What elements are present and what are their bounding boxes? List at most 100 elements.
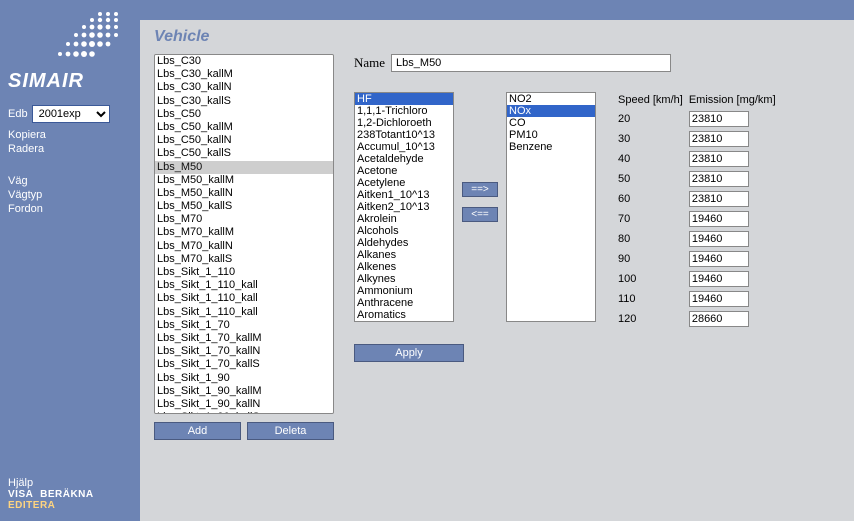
list-item[interactable]: Lbs_Sikt_1_70_kallN (155, 345, 333, 358)
list-item[interactable]: Lbs_C50_kallN (155, 134, 333, 147)
selected-compounds-list[interactable]: NO2NOxCOPM10Benzene (506, 92, 596, 322)
nav-berakna[interactable]: BERÄKNA (40, 489, 94, 500)
list-item[interactable]: Alkenes (355, 261, 453, 273)
link-kopiera[interactable]: Kopiera (8, 129, 132, 141)
link-vagtyp[interactable]: Vägtyp (8, 189, 132, 201)
list-item[interactable]: Lbs_Sikt_1_110 (155, 266, 333, 279)
move-right-button[interactable]: ==> (462, 182, 498, 197)
list-item[interactable]: Lbs_Sikt_1_70 (155, 319, 333, 332)
list-item[interactable]: PM10 (507, 129, 595, 141)
table-row: 60 (618, 190, 780, 208)
list-item[interactable]: Lbs_M70_kallM (155, 226, 333, 239)
emission-input[interactable] (689, 131, 749, 147)
nav-visa[interactable]: VISA (8, 489, 33, 500)
link-fordon[interactable]: Fordon (8, 203, 132, 215)
list-item[interactable]: Lbs_C30_kallM (155, 68, 333, 81)
list-item[interactable]: Lbs_M50_kallM (155, 174, 333, 187)
list-item[interactable]: Lbs_C30_kallS (155, 95, 333, 108)
list-item[interactable]: Aromatics (355, 309, 453, 321)
available-compounds-list[interactable]: HF1,1,1-Trichloro1,2-Dichloroeth238Totan… (354, 92, 454, 322)
list-item[interactable]: Lbs_Sikt_1_110_kall (155, 292, 333, 305)
list-item[interactable]: Aitken1_10^13 (355, 189, 453, 201)
emission-input[interactable] (689, 171, 749, 187)
move-left-button[interactable]: <== (462, 207, 498, 222)
emission-input[interactable] (689, 271, 749, 287)
vehicle-list[interactable]: Lbs_C30Lbs_C30_kallMLbs_C30_kallNLbs_C30… (154, 54, 334, 414)
speed-cell: 70 (618, 210, 687, 228)
speed-header: Speed [km/h] (618, 94, 687, 108)
add-button[interactable]: Add (154, 422, 241, 440)
list-item[interactable]: Lbs_M50_kallN (155, 187, 333, 200)
list-item[interactable]: Alkanes (355, 249, 453, 261)
main-panel: Vehicle Lbs_C30Lbs_C30_kallMLbs_C30_kall… (140, 0, 854, 521)
list-item[interactable]: Lbs_C50_kallM (155, 121, 333, 134)
delete-button[interactable]: Deleta (247, 422, 334, 440)
bottom-nav: VISA BERÄKNA EDITERA (8, 489, 140, 511)
list-item[interactable]: Lbs_C50 (155, 108, 333, 121)
list-item[interactable]: Lbs_M50_kallS (155, 200, 333, 213)
list-item[interactable]: Lbs_Sikt_1_90_kallM (155, 385, 333, 398)
list-item[interactable]: Acetaldehyde (355, 153, 453, 165)
list-item[interactable]: Lbs_M70 (155, 213, 333, 226)
vehicle-list-panel: Lbs_C30Lbs_C30_kallMLbs_C30_kallNLbs_C30… (154, 54, 334, 440)
speed-cell: 120 (618, 310, 687, 328)
header-bar (140, 0, 854, 20)
list-item[interactable]: Anthracene (355, 297, 453, 309)
link-radera[interactable]: Radera (8, 143, 132, 155)
list-item[interactable]: Lbs_Sikt_1_110_kall (155, 279, 333, 292)
app-title: SIMAIR (8, 70, 132, 93)
emission-input[interactable] (689, 291, 749, 307)
list-item[interactable]: 1,1,1-Trichloro (355, 105, 453, 117)
list-item[interactable]: HF (355, 93, 453, 105)
apply-button[interactable]: Apply (354, 344, 464, 362)
logo-icon (30, 8, 130, 63)
list-item[interactable]: 238Totant10^13 (355, 129, 453, 141)
list-item[interactable]: Lbs_C30 (155, 55, 333, 68)
list-item[interactable]: Lbs_Sikt_1_110_kall (155, 306, 333, 319)
speed-cell: 40 (618, 150, 687, 168)
list-item[interactable]: Alkynes (355, 273, 453, 285)
table-row: 80 (618, 230, 780, 248)
list-item[interactable]: Lbs_Sikt_1_90_kallS (155, 411, 333, 414)
list-item[interactable]: Accumul_10^13 (355, 141, 453, 153)
link-hjalp[interactable]: Hjälp (8, 477, 33, 489)
nav-editera[interactable]: EDITERA (8, 500, 55, 511)
list-item[interactable]: Ammonium (355, 285, 453, 297)
edb-selector: Edb 2001exp (8, 105, 132, 123)
list-item[interactable]: 1,2-Dichloroeth (355, 117, 453, 129)
link-vag[interactable]: Väg (8, 175, 132, 187)
list-item[interactable]: Acetylene (355, 177, 453, 189)
emission-input[interactable] (689, 151, 749, 167)
table-row: 120 (618, 310, 780, 328)
emission-input[interactable] (689, 211, 749, 227)
list-item[interactable]: Lbs_C50_kallS (155, 147, 333, 160)
list-item[interactable]: NOx (507, 105, 595, 117)
sidebar: SIMAIR Edb 2001exp Kopiera Radera Väg Vä… (0, 0, 140, 521)
emission-input[interactable] (689, 231, 749, 247)
list-item[interactable]: Lbs_Sikt_1_70_kallS (155, 358, 333, 371)
list-item[interactable]: Aldehydes (355, 237, 453, 249)
list-item[interactable]: Lbs_Sikt_1_90 (155, 372, 333, 385)
list-item[interactable]: Aitken2_10^13 (355, 201, 453, 213)
list-item[interactable]: CO (507, 117, 595, 129)
table-row: 30 (618, 130, 780, 148)
list-item[interactable]: Lbs_Sikt_1_90_kallN (155, 398, 333, 411)
list-item[interactable]: Akrolein (355, 213, 453, 225)
list-item[interactable]: Acetone (355, 165, 453, 177)
emission-input[interactable] (689, 111, 749, 127)
emission-input[interactable] (689, 251, 749, 267)
list-item[interactable]: As (355, 321, 453, 322)
list-item[interactable]: Lbs_Sikt_1_70_kallM (155, 332, 333, 345)
name-input[interactable] (391, 54, 671, 72)
speed-cell: 100 (618, 270, 687, 288)
list-item[interactable]: Lbs_C30_kallN (155, 81, 333, 94)
list-item[interactable]: Lbs_M70_kallN (155, 240, 333, 253)
list-item[interactable]: Lbs_M50 (155, 161, 333, 174)
list-item[interactable]: Benzene (507, 141, 595, 153)
edb-select[interactable]: 2001exp (32, 105, 110, 123)
emission-input[interactable] (689, 311, 749, 327)
list-item[interactable]: Lbs_M70_kallS (155, 253, 333, 266)
list-item[interactable]: Alcohols (355, 225, 453, 237)
emission-input[interactable] (689, 191, 749, 207)
list-item[interactable]: NO2 (507, 93, 595, 105)
